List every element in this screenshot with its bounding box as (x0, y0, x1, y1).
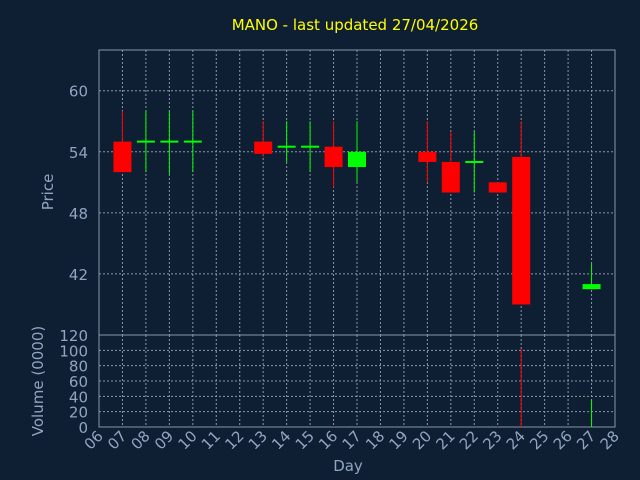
volume-tick-label: 100 (59, 342, 88, 360)
volume-axis-label: Volume (0000) (29, 326, 47, 436)
price-panel-frame (98, 49, 616, 336)
candle (136, 111, 155, 173)
candle-body (465, 160, 484, 163)
x-tick-label: 15 (292, 427, 318, 453)
x-tick-label: 26 (550, 427, 576, 453)
candle (301, 121, 320, 173)
x-tick-label: 12 (221, 427, 247, 453)
chart-title: MANO - last updated 27/04/2026 (232, 16, 479, 34)
candle-body (183, 140, 202, 143)
x-tick-label: 21 (432, 427, 458, 453)
price-tick-label: 54 (69, 144, 88, 162)
x-tick-label: 09 (151, 427, 177, 453)
volume-tick-label: 80 (69, 358, 88, 376)
x-tick-label: 23 (479, 427, 505, 453)
candle-body (348, 151, 366, 168)
x-tick-label: 18 (362, 427, 388, 453)
candle-body (488, 182, 507, 193)
price-tick-label: 60 (69, 83, 88, 101)
candle-body (512, 156, 531, 305)
candle (488, 182, 507, 193)
x-tick-label: 22 (456, 427, 482, 453)
x-tick-label: 14 (268, 427, 294, 453)
candle (418, 121, 437, 183)
x-tick-label: 16 (315, 427, 341, 453)
volume-tick-label: 120 (59, 327, 88, 345)
candle-body (582, 284, 601, 290)
price-axis-label: Price (39, 174, 57, 211)
candle (348, 121, 366, 183)
x-tick-label: 27 (573, 427, 599, 453)
x-tick-label: 25 (526, 427, 552, 453)
candle-body (441, 161, 460, 193)
volume-tick-label: 20 (69, 404, 88, 422)
x-tick-label: 24 (503, 427, 529, 453)
candle-body (277, 145, 296, 148)
candle-body (324, 146, 343, 168)
x-axis-label: Day (333, 457, 363, 475)
candle-body (113, 141, 132, 173)
x-tick-label: 13 (245, 427, 271, 453)
x-tick-label: 07 (104, 427, 130, 453)
candle (512, 121, 531, 305)
x-tick-label: 20 (409, 427, 435, 453)
x-tick-label: 28 (597, 427, 623, 453)
price-panel: 42 48 54 60 Price (39, 49, 616, 336)
x-tick-label: 11 (198, 427, 224, 453)
x-axis-ticks: 0607080910111213141516171819202122232425… (81, 427, 623, 453)
candle (113, 111, 132, 173)
candle (254, 121, 273, 157)
x-tick-label: 10 (174, 427, 200, 453)
candle-body (160, 140, 179, 143)
candle-body (136, 140, 155, 143)
x-tick-label: 08 (128, 427, 154, 453)
candle (277, 121, 296, 162)
x-tick-label: 17 (339, 427, 365, 453)
candle (441, 131, 460, 193)
price-tick-label: 42 (69, 266, 88, 284)
candle (183, 111, 202, 173)
price-tick-label: 48 (69, 205, 88, 223)
x-tick-label: 19 (386, 427, 412, 453)
candle-body (254, 141, 273, 154)
candle (324, 121, 343, 188)
candle (582, 263, 601, 290)
candle-body (418, 151, 437, 162)
volume-tick-label: 40 (69, 388, 88, 406)
candle (465, 131, 484, 193)
volume-tick-label: 0 (78, 419, 88, 437)
candle (160, 111, 179, 175)
candle-body (301, 145, 320, 148)
volume-tick-label: 60 (69, 373, 88, 391)
